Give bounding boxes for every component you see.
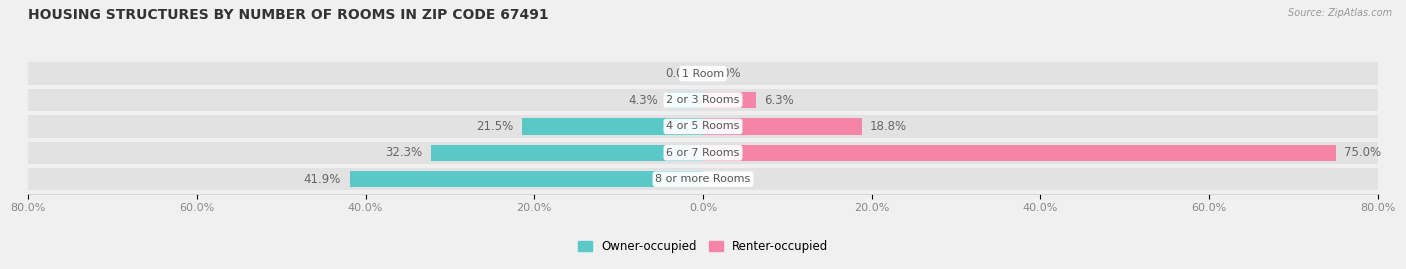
Text: 1 Room: 1 Room <box>682 69 724 79</box>
Text: 6.3%: 6.3% <box>765 94 794 107</box>
Text: 0.0%: 0.0% <box>711 67 741 80</box>
Bar <box>666 92 703 108</box>
Text: 4.3%: 4.3% <box>628 94 658 107</box>
Legend: Owner-occupied, Renter-occupied: Owner-occupied, Renter-occupied <box>572 235 834 258</box>
Bar <box>28 141 1378 164</box>
Bar <box>703 92 756 108</box>
Bar <box>703 118 862 134</box>
Text: 32.3%: 32.3% <box>385 146 422 159</box>
Text: 41.9%: 41.9% <box>304 173 342 186</box>
Text: 8 or more Rooms: 8 or more Rooms <box>655 174 751 184</box>
Bar <box>28 89 1378 111</box>
Bar <box>703 145 1336 161</box>
Text: 6 or 7 Rooms: 6 or 7 Rooms <box>666 148 740 158</box>
Text: 0.0%: 0.0% <box>665 67 695 80</box>
Bar <box>350 171 703 187</box>
Text: HOUSING STRUCTURES BY NUMBER OF ROOMS IN ZIP CODE 67491: HOUSING STRUCTURES BY NUMBER OF ROOMS IN… <box>28 8 548 22</box>
Bar <box>430 145 703 161</box>
Text: 0.0%: 0.0% <box>711 173 741 186</box>
Text: 21.5%: 21.5% <box>477 120 513 133</box>
Bar <box>28 168 1378 190</box>
Text: 75.0%: 75.0% <box>1344 146 1381 159</box>
Text: 2 or 3 Rooms: 2 or 3 Rooms <box>666 95 740 105</box>
Bar <box>28 115 1378 138</box>
Bar <box>28 62 1378 85</box>
Text: 4 or 5 Rooms: 4 or 5 Rooms <box>666 121 740 132</box>
Text: Source: ZipAtlas.com: Source: ZipAtlas.com <box>1288 8 1392 18</box>
Bar <box>522 118 703 134</box>
Text: 18.8%: 18.8% <box>870 120 907 133</box>
